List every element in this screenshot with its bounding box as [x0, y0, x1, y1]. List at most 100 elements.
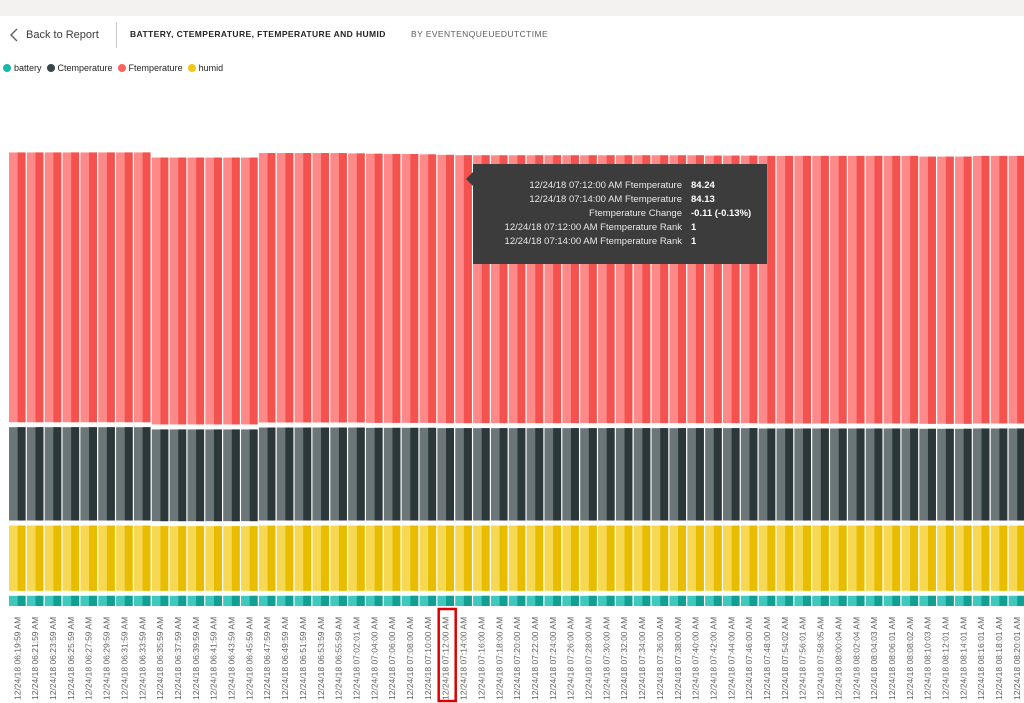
bar-stripe-ctemperature — [499, 428, 508, 521]
bar-battery[interactable] — [776, 595, 794, 606]
bar-battery[interactable] — [562, 595, 579, 606]
bar-battery[interactable] — [723, 595, 740, 606]
bar-battery[interactable] — [330, 595, 347, 606]
bar-battery[interactable] — [169, 595, 187, 606]
bar-stripe-ctemperature — [35, 427, 44, 521]
bar-stripe-ftemperature — [428, 154, 437, 423]
x-tick-label: 12/24/18 07:06:00 AM — [387, 617, 397, 700]
bar-battery[interactable] — [1008, 595, 1024, 606]
x-tick-label: 12/24/18 08:12:01 AM — [941, 617, 951, 700]
bar-battery[interactable] — [580, 595, 597, 606]
bar-battery[interactable] — [901, 595, 919, 606]
bar-stripe-ctemperature — [178, 429, 187, 522]
x-tick-label: 12/24/18 06:35:59 AM — [155, 617, 165, 700]
bar-battery[interactable] — [919, 595, 936, 606]
bar-stripe-battery — [588, 595, 597, 606]
tooltip-row: 12/24/18 07:14:00 AM Ftemperature Rank 1 — [473, 236, 767, 250]
bar-battery[interactable] — [508, 595, 526, 606]
bar-battery[interactable] — [258, 595, 276, 606]
bar-stripe-battery — [945, 595, 954, 606]
bar-stripe-humid — [570, 525, 579, 591]
bar-battery[interactable] — [187, 595, 205, 606]
bar-battery[interactable] — [990, 595, 1008, 606]
bar-stripe-battery — [392, 595, 401, 606]
bar-stripe-ftemperature — [106, 152, 115, 423]
bar-stripe-ftemperature — [17, 152, 26, 423]
bar-stripe-humid — [588, 525, 597, 591]
bar-battery[interactable] — [44, 595, 62, 606]
bar-battery[interactable] — [758, 595, 776, 606]
bar-battery[interactable] — [276, 595, 294, 606]
bar-battery[interactable] — [241, 595, 258, 606]
bar-stripe-ctemperature — [196, 429, 205, 522]
bar-stripe-ftemperature — [660, 155, 669, 424]
legend-item-ftemperature[interactable]: Ftemperature — [117, 63, 183, 73]
bar-battery[interactable] — [437, 595, 454, 606]
bar-battery[interactable] — [830, 595, 847, 606]
bar-stripe-ftemperature — [213, 157, 222, 425]
bar-battery[interactable] — [9, 595, 26, 606]
bar-stripe-battery — [517, 595, 526, 606]
bar-battery[interactable] — [205, 595, 222, 606]
x-tick-label: 12/24/18 06:53:59 AM — [316, 617, 326, 700]
bar-battery[interactable] — [223, 595, 240, 606]
x-tick-label: 12/24/18 08:04:03 AM — [869, 617, 879, 700]
bar-stripe-battery — [17, 595, 26, 606]
x-tick-label: 12/24/18 08:00:04 AM — [833, 617, 843, 700]
bar-battery[interactable] — [847, 595, 865, 606]
bar-battery[interactable] — [598, 595, 615, 606]
bar-stripe-ftemperature — [588, 155, 597, 424]
x-tick-label: 12/24/18 07:44:00 AM — [726, 617, 736, 700]
bar-stripe-ftemperature — [856, 155, 865, 424]
bar-battery[interactable] — [116, 595, 133, 606]
bar-battery[interactable] — [883, 595, 901, 606]
legend-item-battery[interactable]: battery — [3, 63, 42, 73]
bar-stripe-ctemperature — [820, 428, 829, 521]
bar-battery[interactable] — [544, 595, 562, 606]
bar-battery[interactable] — [615, 595, 633, 606]
bar-battery[interactable] — [865, 595, 883, 606]
bar-stripe-ftemperature — [481, 155, 490, 424]
bar-battery[interactable] — [366, 595, 383, 606]
bar-battery[interactable] — [473, 595, 490, 606]
bar-battery[interactable] — [98, 595, 115, 606]
legend-item-humid[interactable]: humid — [187, 63, 223, 73]
bar-battery[interactable] — [490, 595, 508, 606]
bar-battery[interactable] — [348, 595, 365, 606]
legend-label: battery — [14, 63, 42, 73]
bar-battery[interactable] — [294, 595, 312, 606]
chart-subtitle: BY EVENTENQUEUEDUTCTIME — [411, 29, 549, 39]
bar-battery[interactable] — [419, 595, 437, 606]
bar-battery[interactable] — [312, 595, 330, 606]
bar-battery[interactable] — [794, 595, 811, 606]
bar-battery[interactable] — [955, 595, 972, 606]
legend-item-ctemperature[interactable]: Ctemperature — [46, 63, 113, 73]
bar-stripe-humid — [910, 525, 919, 591]
bar-battery[interactable] — [151, 595, 169, 606]
bar-battery[interactable] — [455, 595, 472, 606]
bar-battery[interactable] — [80, 595, 97, 606]
x-tick-label: 12/24/18 06:25:59 AM — [66, 617, 76, 700]
back-to-report-button[interactable]: Back to Report — [10, 25, 99, 45]
bar-stripe-ctemperature — [17, 427, 26, 521]
bar-battery[interactable] — [669, 595, 687, 606]
bar-battery[interactable] — [687, 595, 704, 606]
bar-battery[interactable] — [133, 595, 151, 606]
bar-battery[interactable] — [526, 595, 544, 606]
bar-battery[interactable] — [62, 595, 80, 606]
bar-battery[interactable] — [812, 595, 829, 606]
bar-battery[interactable] — [972, 595, 990, 606]
bar-battery[interactable] — [383, 595, 401, 606]
bar-stripe-battery — [285, 595, 294, 606]
bar-battery[interactable] — [633, 595, 651, 606]
bar-stripe-ctemperature — [642, 428, 651, 521]
bar-battery[interactable] — [401, 595, 419, 606]
bar-battery[interactable] — [26, 595, 44, 606]
legend-dot — [46, 64, 55, 72]
bar-stripe-ctemperature — [767, 428, 776, 521]
bar-stripe-ftemperature — [356, 153, 365, 423]
bar-battery[interactable] — [740, 595, 758, 606]
bar-battery[interactable] — [705, 595, 722, 606]
bar-battery[interactable] — [651, 595, 669, 606]
bar-battery[interactable] — [937, 595, 954, 606]
